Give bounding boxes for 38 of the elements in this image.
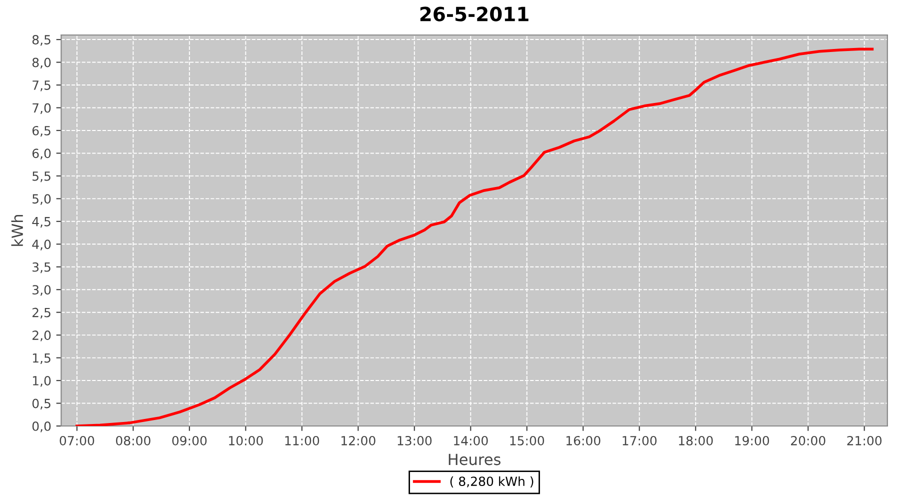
y-tick-label: 5,0 — [32, 194, 51, 205]
y-tick-label: 1,0 — [32, 376, 51, 387]
x-tick-label: 19:00 — [735, 436, 770, 446]
y-tick-label: 8,5 — [32, 35, 50, 46]
y-tick-label: 7,0 — [32, 103, 51, 114]
x-tick-label: 13:00 — [398, 436, 432, 446]
y-tick-label: 5,5 — [32, 172, 50, 182]
x-tick-label: 09:00 — [172, 436, 207, 446]
y-tick-label: 0,5 — [32, 398, 50, 410]
x-tick-label: 14:00 — [454, 436, 488, 446]
x-tick-label: 08:00 — [116, 436, 150, 446]
y-tick-label: 4,0 — [32, 240, 51, 250]
y-tick-label: 1,5 — [32, 353, 50, 364]
y-tick-label: 3,0 — [32, 285, 51, 296]
x-tick-label: 12:00 — [342, 436, 376, 446]
legend-label: ( 8,280 kWh ) — [450, 476, 534, 488]
x-tick-label: 07:00 — [60, 436, 94, 446]
chart-title: 26-5-2011 — [420, 6, 528, 22]
x-tick-label: 20:00 — [791, 436, 826, 446]
y-tick-label: 7,5 — [32, 80, 50, 92]
x-tick-label: 17:00 — [622, 436, 657, 446]
y-tick-label: 8,0 — [32, 58, 51, 68]
x-tick-label: 11:00 — [285, 436, 320, 446]
x-tick-label: 15:00 — [510, 436, 544, 446]
y-tick-label: 2,5 — [32, 308, 50, 319]
x-tick-label: 18:00 — [678, 436, 713, 446]
x-tick-label: 10:00 — [229, 436, 263, 446]
y-tick-label: 0,0 — [32, 421, 51, 432]
y-tick-label: 6,0 — [32, 148, 51, 160]
x-axis-title: Heures — [448, 454, 500, 466]
y-tick-label: 4,5 — [32, 217, 50, 228]
x-tick-label: 21:00 — [847, 436, 882, 446]
line-series — [76, 48, 874, 426]
y-tick-label: 3,5 — [32, 262, 50, 274]
y-axis-title: kWh — [11, 214, 23, 246]
y-tick-label: 6,5 — [32, 126, 50, 137]
y-tick-label: 2,0 — [32, 330, 51, 342]
x-tick-label: 16:00 — [566, 436, 600, 446]
